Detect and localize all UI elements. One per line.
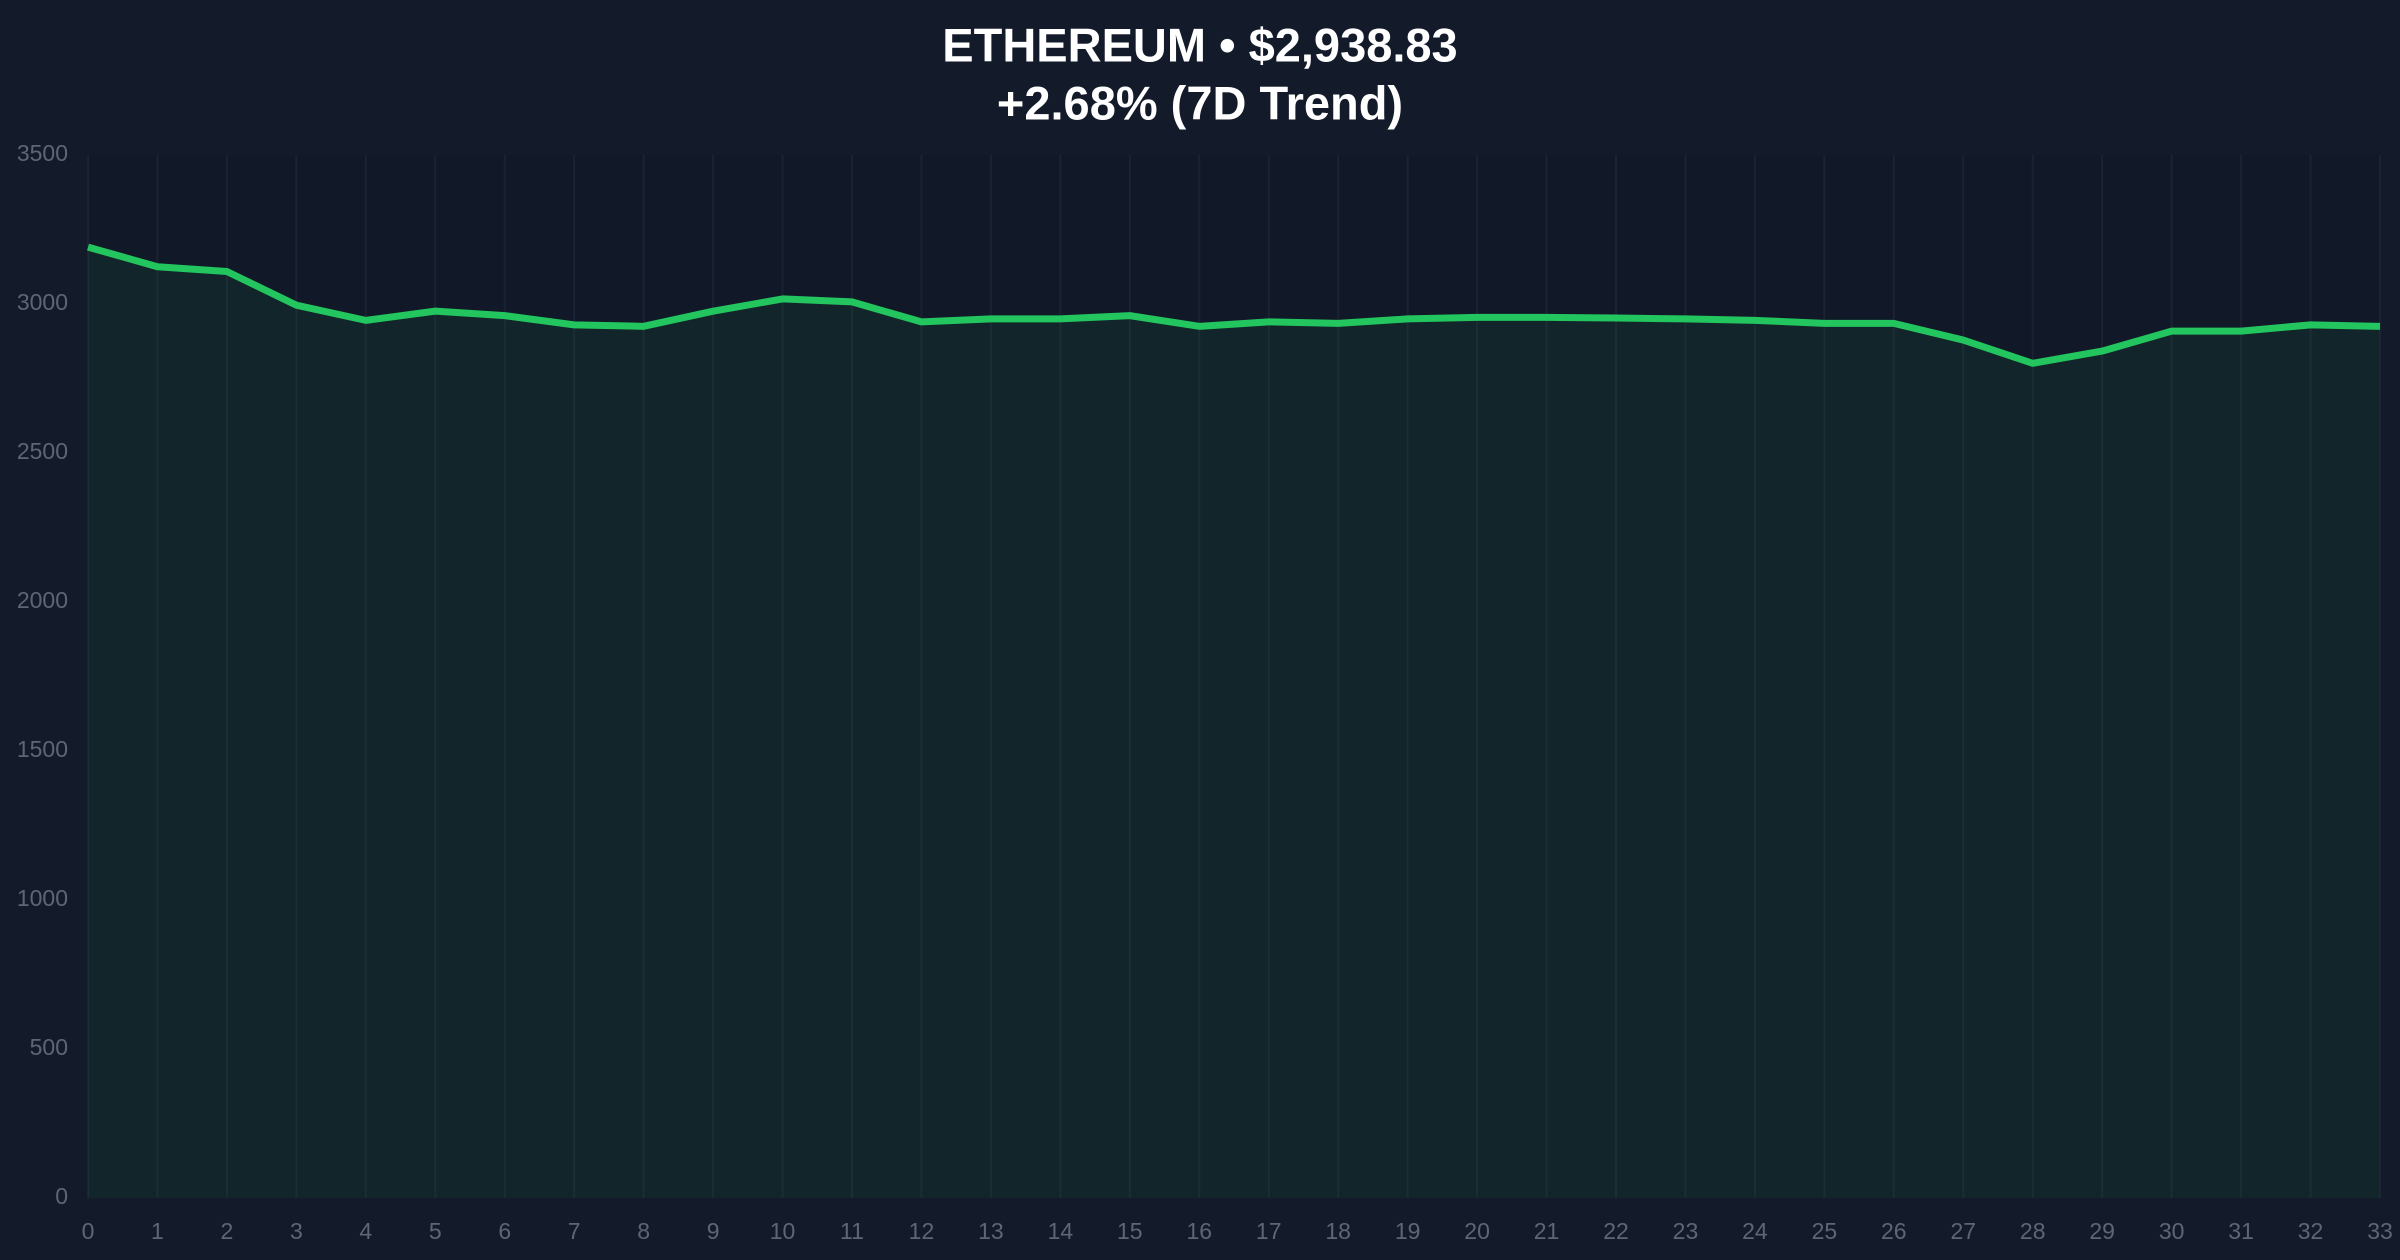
x-tick-label: 0 xyxy=(82,1218,95,1244)
y-tick-label: 1500 xyxy=(17,736,68,762)
x-tick-label: 32 xyxy=(2298,1218,2324,1244)
x-tick-label: 8 xyxy=(637,1218,650,1244)
chart-title: ETHEREUM • $2,938.83 xyxy=(942,18,1457,71)
x-tick-label: 21 xyxy=(1534,1218,1560,1244)
x-tick-label: 29 xyxy=(2089,1218,2115,1244)
x-tick-label: 23 xyxy=(1673,1218,1699,1244)
chart-subtitle: +2.68% (7D Trend) xyxy=(997,76,1403,129)
y-tick-label: 1000 xyxy=(17,885,68,911)
x-tick-label: 33 xyxy=(2367,1218,2393,1244)
x-tick-label: 30 xyxy=(2159,1218,2185,1244)
y-tick-label: 2000 xyxy=(17,587,68,613)
x-tick-label: 19 xyxy=(1395,1218,1421,1244)
x-tick-label: 31 xyxy=(2228,1218,2254,1244)
x-tick-label: 18 xyxy=(1325,1218,1351,1244)
x-tick-label: 2 xyxy=(221,1218,234,1244)
x-tick-label: 11 xyxy=(840,1218,864,1244)
x-tick-label: 13 xyxy=(978,1218,1004,1244)
x-tick-label: 6 xyxy=(498,1218,511,1244)
y-tick-label: 3500 xyxy=(17,140,68,166)
x-tick-label: 16 xyxy=(1186,1218,1212,1244)
x-tick-label: 24 xyxy=(1742,1218,1768,1244)
x-tick-label: 17 xyxy=(1256,1218,1282,1244)
x-tick-label: 28 xyxy=(2020,1218,2046,1244)
x-tick-label: 1 xyxy=(151,1218,164,1244)
x-tick-label: 20 xyxy=(1464,1218,1490,1244)
x-tick-label: 22 xyxy=(1603,1218,1629,1244)
y-tick-label: 2500 xyxy=(17,438,68,464)
x-tick-label: 25 xyxy=(1812,1218,1838,1244)
price-line xyxy=(87,243,2381,367)
x-tick-label: 7 xyxy=(568,1218,581,1244)
x-tick-label: 5 xyxy=(429,1218,442,1244)
x-tick-label: 15 xyxy=(1117,1218,1143,1244)
y-tick-label: 3000 xyxy=(17,289,68,315)
x-tick-label: 27 xyxy=(1950,1218,1976,1244)
x-tick-label: 14 xyxy=(1048,1218,1074,1244)
area-fill xyxy=(88,247,2380,1198)
plot-area xyxy=(88,155,2380,1198)
x-tick-label: 4 xyxy=(359,1218,372,1244)
x-tick-label: 26 xyxy=(1881,1218,1907,1244)
y-tick-label: 500 xyxy=(30,1034,68,1060)
x-tick-label: 10 xyxy=(770,1218,796,1244)
x-tick-label: 12 xyxy=(909,1218,935,1244)
x-tick-label: 9 xyxy=(707,1218,720,1244)
x-tick-label: 3 xyxy=(290,1218,303,1244)
y-tick-label: 0 xyxy=(55,1183,68,1209)
